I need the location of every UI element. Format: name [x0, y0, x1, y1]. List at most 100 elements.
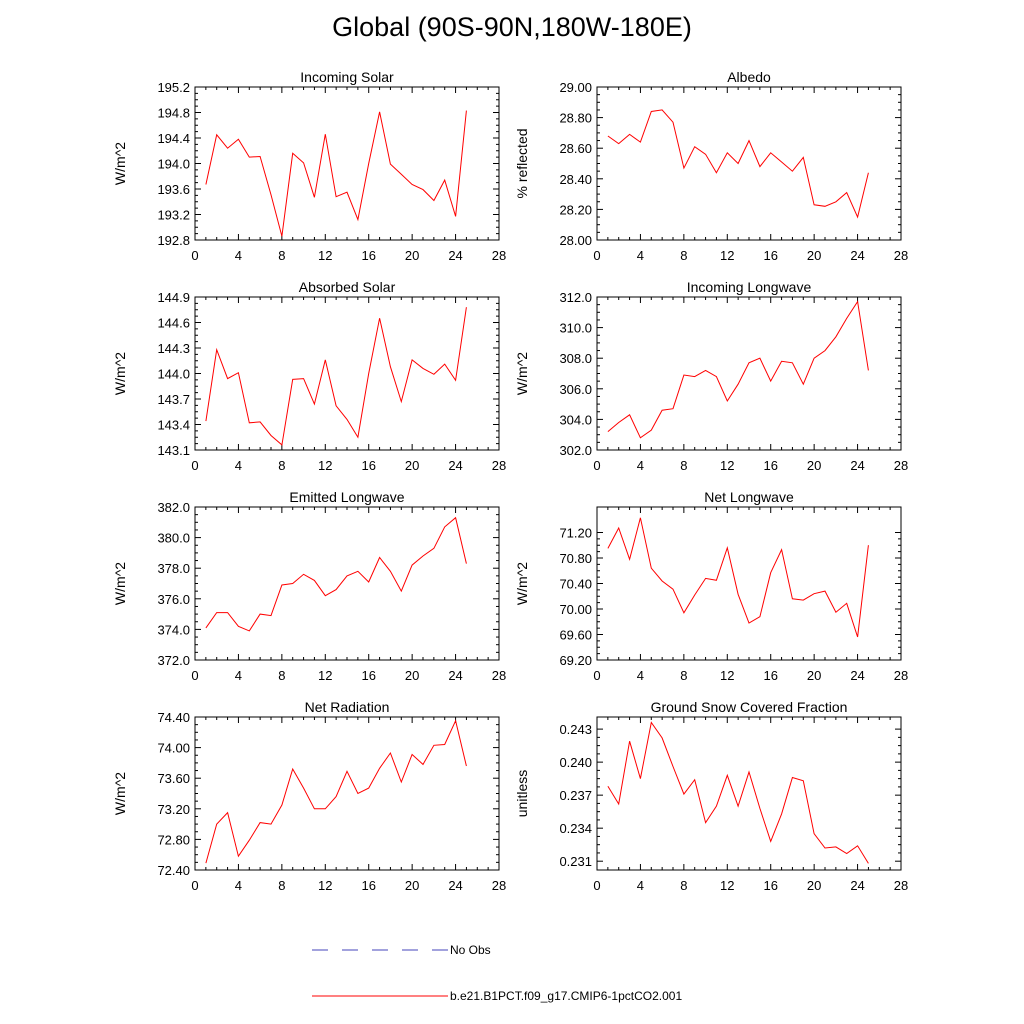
y-tick-label: 0.237 — [559, 788, 592, 803]
y-tick-label: 306.0 — [559, 382, 592, 397]
plot-frame — [194, 506, 500, 661]
y-tick-label: 69.60 — [559, 628, 592, 643]
panel-title: Albedo — [727, 69, 771, 85]
y-tick-label: 144.9 — [157, 290, 190, 305]
y-tick-label: 74.00 — [157, 741, 190, 756]
plot-frame — [194, 296, 500, 451]
y-tick-label: 312.0 — [559, 290, 592, 305]
plot-frame — [194, 716, 500, 871]
y-axis-label: W/m^2 — [112, 562, 128, 605]
x-tick-label: 28 — [492, 668, 506, 683]
x-tick-label: 0 — [593, 458, 600, 473]
legend-obs-label: No Obs — [450, 943, 491, 957]
y-axis-label: W/m^2 — [514, 562, 530, 605]
x-tick-label: 20 — [807, 248, 821, 263]
x-tick-label: 28 — [894, 878, 908, 893]
x-tick-label: 24 — [850, 458, 864, 473]
x-tick-label: 12 — [318, 878, 332, 893]
x-tick-label: 4 — [235, 248, 242, 263]
x-tick-label: 0 — [593, 668, 600, 683]
series-line-0 — [205, 516, 467, 632]
legend-obs-swatch — [312, 949, 448, 951]
chart-panel-7: Ground Snow Covered Fraction unitless 0 4 8 1… — [514, 699, 908, 893]
x-tick-label: 8 — [278, 248, 285, 263]
y-tick-label: 302.0 — [559, 443, 592, 458]
y-tick-label: 310.0 — [559, 321, 592, 336]
x-tick-label: 16 — [361, 458, 375, 473]
y-tick-label: 194.4 — [157, 131, 190, 146]
y-axis-label: W/m^2 — [514, 352, 530, 395]
y-tick-label: 73.20 — [157, 802, 190, 817]
chart-panel-5: Net Longwave W/m^2 0 4 8 12 16 20 24 28 69.20 69.60… — [514, 489, 908, 683]
x-tick-label: 28 — [894, 668, 908, 683]
x-tick-label: 12 — [720, 668, 734, 683]
y-axis-label: W/m^2 — [112, 772, 128, 815]
y-tick-label: 29.00 — [559, 80, 592, 95]
x-tick-label: 4 — [637, 878, 644, 893]
x-tick-label: 12 — [318, 248, 332, 263]
plot-frame — [194, 86, 500, 241]
x-tick-label: 4 — [637, 458, 644, 473]
y-tick-label: 144.3 — [157, 341, 190, 356]
x-tick-label: 4 — [235, 878, 242, 893]
x-tick-label: 12 — [720, 458, 734, 473]
chart-panel-0: Incoming Solar W/m^2 0 4 8 12 16 20 24 28 192.8 193… — [112, 69, 506, 263]
y-axis-label: W/m^2 — [112, 142, 128, 185]
plot-frame — [596, 86, 902, 241]
x-tick-label: 8 — [680, 458, 687, 473]
x-tick-label: 24 — [448, 878, 462, 893]
series-line-0 — [607, 721, 869, 864]
x-tick-label: 0 — [191, 878, 198, 893]
x-tick-label: 4 — [235, 458, 242, 473]
panel-title: Net Radiation — [305, 699, 390, 715]
y-tick-label: 144.6 — [157, 316, 190, 331]
panel-title: Incoming Solar — [300, 69, 394, 85]
x-tick-label: 28 — [492, 878, 506, 893]
y-tick-label: 28.40 — [559, 172, 592, 187]
y-tick-label: 28.80 — [559, 111, 592, 126]
y-tick-label: 304.0 — [559, 412, 592, 427]
y-tick-label: 0.231 — [559, 854, 592, 869]
y-tick-label: 193.6 — [157, 182, 190, 197]
x-tick-label: 20 — [807, 458, 821, 473]
x-tick-label: 8 — [278, 668, 285, 683]
y-tick-label: 376.0 — [157, 592, 190, 607]
y-tick-label: 28.20 — [559, 202, 592, 217]
legend-obs: No Obs — [312, 940, 612, 960]
panel-title: Absorbed Solar — [299, 279, 396, 295]
y-tick-label: 143.4 — [157, 418, 190, 433]
x-tick-label: 24 — [850, 878, 864, 893]
x-tick-label: 28 — [894, 458, 908, 473]
x-tick-label: 24 — [448, 248, 462, 263]
y-tick-label: 0.243 — [559, 722, 592, 737]
y-tick-label: 308.0 — [559, 351, 592, 366]
x-tick-label: 0 — [191, 248, 198, 263]
series-line-0 — [205, 307, 467, 446]
y-tick-label: 73.60 — [157, 771, 190, 786]
x-tick-label: 24 — [448, 668, 462, 683]
x-tick-label: 12 — [318, 458, 332, 473]
y-tick-label: 0.234 — [559, 821, 592, 836]
series-line-0 — [607, 517, 869, 638]
panel-title: Net Longwave — [704, 489, 794, 505]
panel-title: Incoming Longwave — [687, 279, 812, 295]
y-tick-label: 70.40 — [559, 577, 592, 592]
x-tick-label: 20 — [807, 668, 821, 683]
y-tick-label: 143.7 — [157, 392, 190, 407]
series-line-0 — [607, 300, 869, 439]
x-tick-label: 0 — [593, 878, 600, 893]
y-tick-label: 195.2 — [157, 80, 190, 95]
x-tick-label: 4 — [235, 668, 242, 683]
x-tick-label: 4 — [637, 248, 644, 263]
legend-model-swatch — [312, 995, 448, 997]
x-tick-label: 12 — [720, 878, 734, 893]
y-axis-label: W/m^2 — [112, 352, 128, 395]
y-tick-label: 72.40 — [157, 863, 190, 878]
y-tick-label: 193.2 — [157, 208, 190, 223]
x-tick-label: 12 — [720, 248, 734, 263]
x-tick-label: 12 — [318, 668, 332, 683]
x-tick-label: 8 — [680, 248, 687, 263]
legend-model-label: b.e21.B1PCT.f09_g17.CMIP6-1pctCO2.001 — [450, 989, 683, 1003]
